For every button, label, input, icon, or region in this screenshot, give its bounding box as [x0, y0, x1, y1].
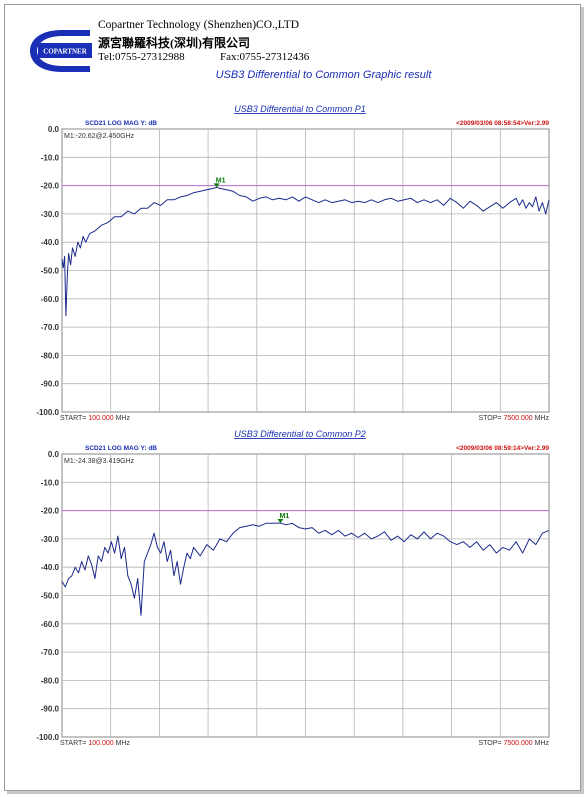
- y-tick-label: -40.0: [41, 563, 60, 572]
- y-tick-label: -90.0: [41, 705, 60, 714]
- y-tick-label: -80.0: [41, 676, 60, 685]
- y-tick-label: -100.0: [36, 733, 59, 742]
- fax-number: Fax:0755-27312436: [220, 51, 310, 63]
- chart-title: USB3 Differential to Common P2: [234, 429, 366, 439]
- series-trace: [61, 186, 550, 317]
- start-unit: MHz: [114, 415, 131, 422]
- series-trace: [61, 522, 550, 616]
- y-tick-label: -10.0: [41, 478, 60, 487]
- param-label: SCD21 LOG MAG Y: dB: [85, 120, 157, 127]
- marker-m1-label: M1: [216, 177, 226, 184]
- y-tick-label: -50.0: [41, 592, 60, 601]
- start-frequency-label: START= 100.000 MHz: [60, 740, 130, 747]
- company-name-en: Copartner Technology (Shenzhen)CO.,LTD: [98, 19, 300, 31]
- y-tick-label: -20.0: [41, 507, 60, 516]
- y-tick-label: -80.0: [41, 351, 60, 360]
- y-tick-label: -30.0: [41, 535, 60, 544]
- chart-panel-2: USB3 Differential to Common P2 SCD21 LOG …: [0, 423, 587, 753]
- chart-panel-1: USB3 Differential to Common P1 SCD21 LOG …: [0, 98, 587, 428]
- chart-title: USB3 Differential to Common P1: [234, 104, 366, 114]
- y-tick-label: -70.0: [41, 323, 60, 332]
- stop-unit: MHz: [533, 415, 550, 422]
- stop-prefix: STOP=: [478, 415, 503, 422]
- telephone: Tel:0755-27312988: [98, 51, 185, 63]
- start-value: 100.000: [88, 740, 113, 747]
- report-title: USB3 Differential to Common Graphic resu…: [215, 69, 432, 81]
- start-unit: MHz: [114, 740, 131, 747]
- start-frequency-label: START= 100.000 MHz: [60, 415, 130, 422]
- logo-bar: [38, 43, 92, 58]
- y-tick-label: -90.0: [41, 380, 60, 389]
- company-name-cn: 源宮聯羅科技(深圳)有限公司: [98, 36, 250, 50]
- y-tick-label: -60.0: [41, 620, 60, 629]
- y-tick-label: -100.0: [36, 408, 59, 417]
- company-header: COPARTNER Copartner Technology (Shenzhen…: [28, 18, 548, 72]
- start-prefix: START=: [60, 415, 88, 422]
- y-tick-label: -50.0: [41, 267, 60, 276]
- timestamp: <2009/03/06 08:58:54>Ver:2.99: [456, 120, 549, 127]
- y-tick-label: -30.0: [41, 210, 60, 219]
- y-tick-label: 0.0: [48, 125, 60, 134]
- chart-p1: USB3 Differential to Common P1 SCD21 LOG …: [36, 104, 550, 422]
- stop-frequency-label: STOP= 7500.000 MHz: [478, 740, 549, 747]
- start-prefix: START=: [60, 740, 88, 747]
- y-tick-label: -20.0: [41, 182, 60, 191]
- marker-m1-point: [277, 518, 284, 523]
- start-value: 100.000: [88, 415, 113, 422]
- marker-readout: M1:-20.62@2.450GHz: [64, 133, 135, 140]
- marker-readout: M1:-24.38@3.419GHz: [64, 458, 135, 465]
- y-tick-label: -60.0: [41, 295, 60, 304]
- y-tick-label: -40.0: [41, 238, 60, 247]
- logo-text: COPARTNER: [43, 48, 88, 56]
- logo-swoosh: [30, 30, 90, 72]
- y-tick-label: -70.0: [41, 648, 60, 657]
- stop-value: 7500.000: [503, 415, 532, 422]
- stop-unit: MHz: [533, 740, 550, 747]
- stop-prefix: STOP=: [478, 740, 503, 747]
- marker-m1-point: [213, 183, 220, 188]
- stop-value: 7500.000: [503, 740, 532, 747]
- timestamp: <2009/03/06 08:59:14>Ver:2.99: [456, 445, 549, 452]
- chart-p2: USB3 Differential to Common P2 SCD21 LOG …: [36, 429, 550, 747]
- y-tick-label: -10.0: [41, 153, 60, 162]
- y-tick-label: 0.0: [48, 450, 60, 459]
- param-label: SCD21 LOG MAG Y: dB: [85, 445, 157, 452]
- marker-m1-label: M1: [280, 513, 290, 520]
- company-logo: COPARTNER: [30, 30, 92, 72]
- stop-frequency-label: STOP= 7500.000 MHz: [478, 415, 549, 422]
